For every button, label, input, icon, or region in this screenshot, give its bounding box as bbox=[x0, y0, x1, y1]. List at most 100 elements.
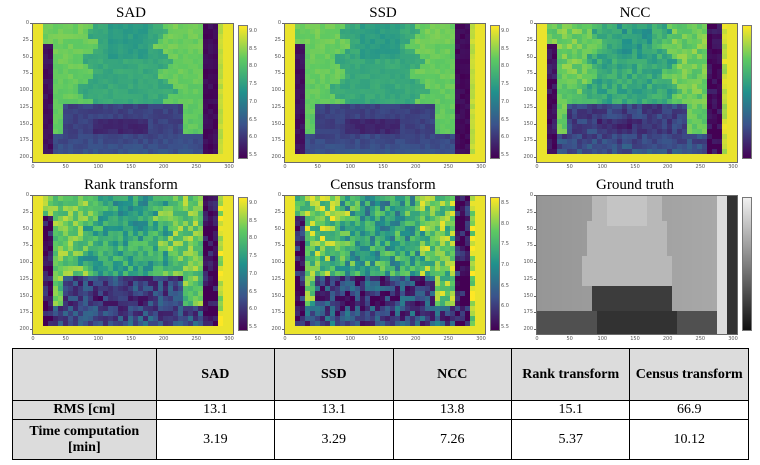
heatmap-cell bbox=[173, 144, 178, 149]
heatmap-cell bbox=[360, 89, 365, 94]
heatmap-cell bbox=[712, 24, 717, 29]
heatmap-cell bbox=[123, 134, 128, 139]
heatmap-cell bbox=[627, 144, 632, 149]
heatmap-cell bbox=[537, 129, 542, 134]
heatmap-cell bbox=[612, 59, 617, 64]
heatmap-cell bbox=[662, 139, 667, 144]
heatmap-cell bbox=[340, 99, 345, 104]
heatmap-cell bbox=[78, 99, 83, 104]
heatmap-cell bbox=[552, 54, 557, 59]
heatmap-cell bbox=[158, 221, 163, 226]
heatmap-cell bbox=[355, 24, 360, 29]
heatmap-cell bbox=[163, 196, 168, 201]
heatmap-cell bbox=[48, 159, 53, 162]
x-tick-label: 50 bbox=[62, 164, 69, 170]
heatmap-cell bbox=[38, 94, 43, 99]
heatmap-cell bbox=[597, 114, 602, 119]
heatmap-cell bbox=[687, 79, 692, 84]
heatmap-cell bbox=[168, 149, 173, 154]
heatmap-cell bbox=[687, 59, 692, 64]
heatmap-cell bbox=[148, 69, 153, 74]
heatmap-cell bbox=[203, 29, 208, 34]
heatmap-cell bbox=[652, 29, 657, 34]
heatmap-cell bbox=[173, 29, 178, 34]
heatmap-cell bbox=[702, 129, 707, 134]
heatmap-cell bbox=[88, 134, 93, 139]
heatmap-cell bbox=[632, 24, 637, 29]
heatmap-cell bbox=[577, 39, 582, 44]
heatmap-cell bbox=[727, 109, 732, 114]
heatmap-cell bbox=[547, 84, 552, 89]
heatmap-cell bbox=[123, 69, 128, 74]
heatmap-cell bbox=[88, 321, 93, 326]
heatmap-cell bbox=[108, 311, 113, 316]
heatmap-cell bbox=[38, 216, 43, 221]
heatmap-cell bbox=[325, 196, 330, 201]
heatmap-cell bbox=[450, 196, 455, 201]
heatmap-cell bbox=[173, 216, 178, 221]
heatmap-cell bbox=[128, 24, 133, 29]
heatmap-cell bbox=[203, 326, 208, 331]
heatmap-cell bbox=[58, 99, 63, 104]
heatmap-cell bbox=[370, 24, 375, 29]
heatmap-cell bbox=[702, 99, 707, 104]
heatmap-cell bbox=[480, 29, 485, 34]
heatmap-cell bbox=[657, 114, 662, 119]
heatmap-cell bbox=[455, 104, 460, 109]
heatmap-cell bbox=[430, 69, 435, 74]
heatmap-cell bbox=[168, 246, 173, 251]
heatmap-cell bbox=[223, 29, 228, 34]
heatmap-cell bbox=[440, 94, 445, 99]
heatmap-cell bbox=[340, 206, 345, 211]
heatmap-cell bbox=[153, 311, 158, 316]
heatmap-cell bbox=[133, 201, 138, 206]
heatmap-cell bbox=[48, 24, 53, 29]
heatmap-cell bbox=[148, 144, 153, 149]
heatmap-cell bbox=[360, 226, 365, 231]
heatmap-cell bbox=[48, 291, 53, 296]
heatmap-cell bbox=[173, 84, 178, 89]
heatmap-cell bbox=[470, 129, 475, 134]
heatmap-cell bbox=[158, 276, 163, 281]
heatmap-cell bbox=[350, 69, 355, 74]
heatmap-cell bbox=[193, 226, 198, 231]
heatmap-cell bbox=[108, 211, 113, 216]
heatmap-cell bbox=[612, 114, 617, 119]
heatmap-cell bbox=[153, 286, 158, 291]
heatmap-cell bbox=[208, 286, 213, 291]
heatmap-cell bbox=[425, 64, 430, 69]
heatmap-cell bbox=[722, 159, 727, 162]
y-tick-label: 0 bbox=[277, 20, 281, 26]
heatmap-cell bbox=[470, 59, 475, 64]
heatmap-cell bbox=[153, 206, 158, 211]
heatmap-cell bbox=[712, 39, 717, 44]
heatmap-cell bbox=[330, 236, 335, 241]
heatmap-cell bbox=[380, 109, 385, 114]
heatmap-cell bbox=[572, 54, 577, 59]
heatmap-cell bbox=[450, 231, 455, 236]
heatmap-cell bbox=[622, 109, 627, 114]
heatmap-cell bbox=[228, 291, 233, 296]
heatmap-cell bbox=[53, 59, 58, 64]
heatmap-cell bbox=[632, 94, 637, 99]
heatmap-cell bbox=[390, 139, 395, 144]
heatmap-cell bbox=[178, 201, 183, 206]
heatmap-cell bbox=[682, 79, 687, 84]
heatmap-cell bbox=[285, 39, 290, 44]
heatmap-cell bbox=[58, 311, 63, 316]
heatmap-cell bbox=[657, 134, 662, 139]
heatmap-cell bbox=[315, 221, 320, 226]
colorbar-tick-label: 9.0 bbox=[249, 200, 257, 206]
heatmap-cell bbox=[577, 59, 582, 64]
heatmap-cell bbox=[203, 124, 208, 129]
heatmap-cell bbox=[93, 316, 98, 321]
heatmap-cell bbox=[183, 201, 188, 206]
colorbar-tick-label: 5.5 bbox=[249, 324, 257, 330]
heatmap-cell bbox=[410, 34, 415, 39]
heatmap-cell bbox=[405, 39, 410, 44]
heatmap-cell bbox=[310, 196, 315, 201]
heatmap-cell bbox=[213, 306, 218, 311]
heatmap-cell bbox=[567, 79, 572, 84]
heatmap-cell bbox=[208, 211, 213, 216]
heatmap-cell bbox=[183, 79, 188, 84]
